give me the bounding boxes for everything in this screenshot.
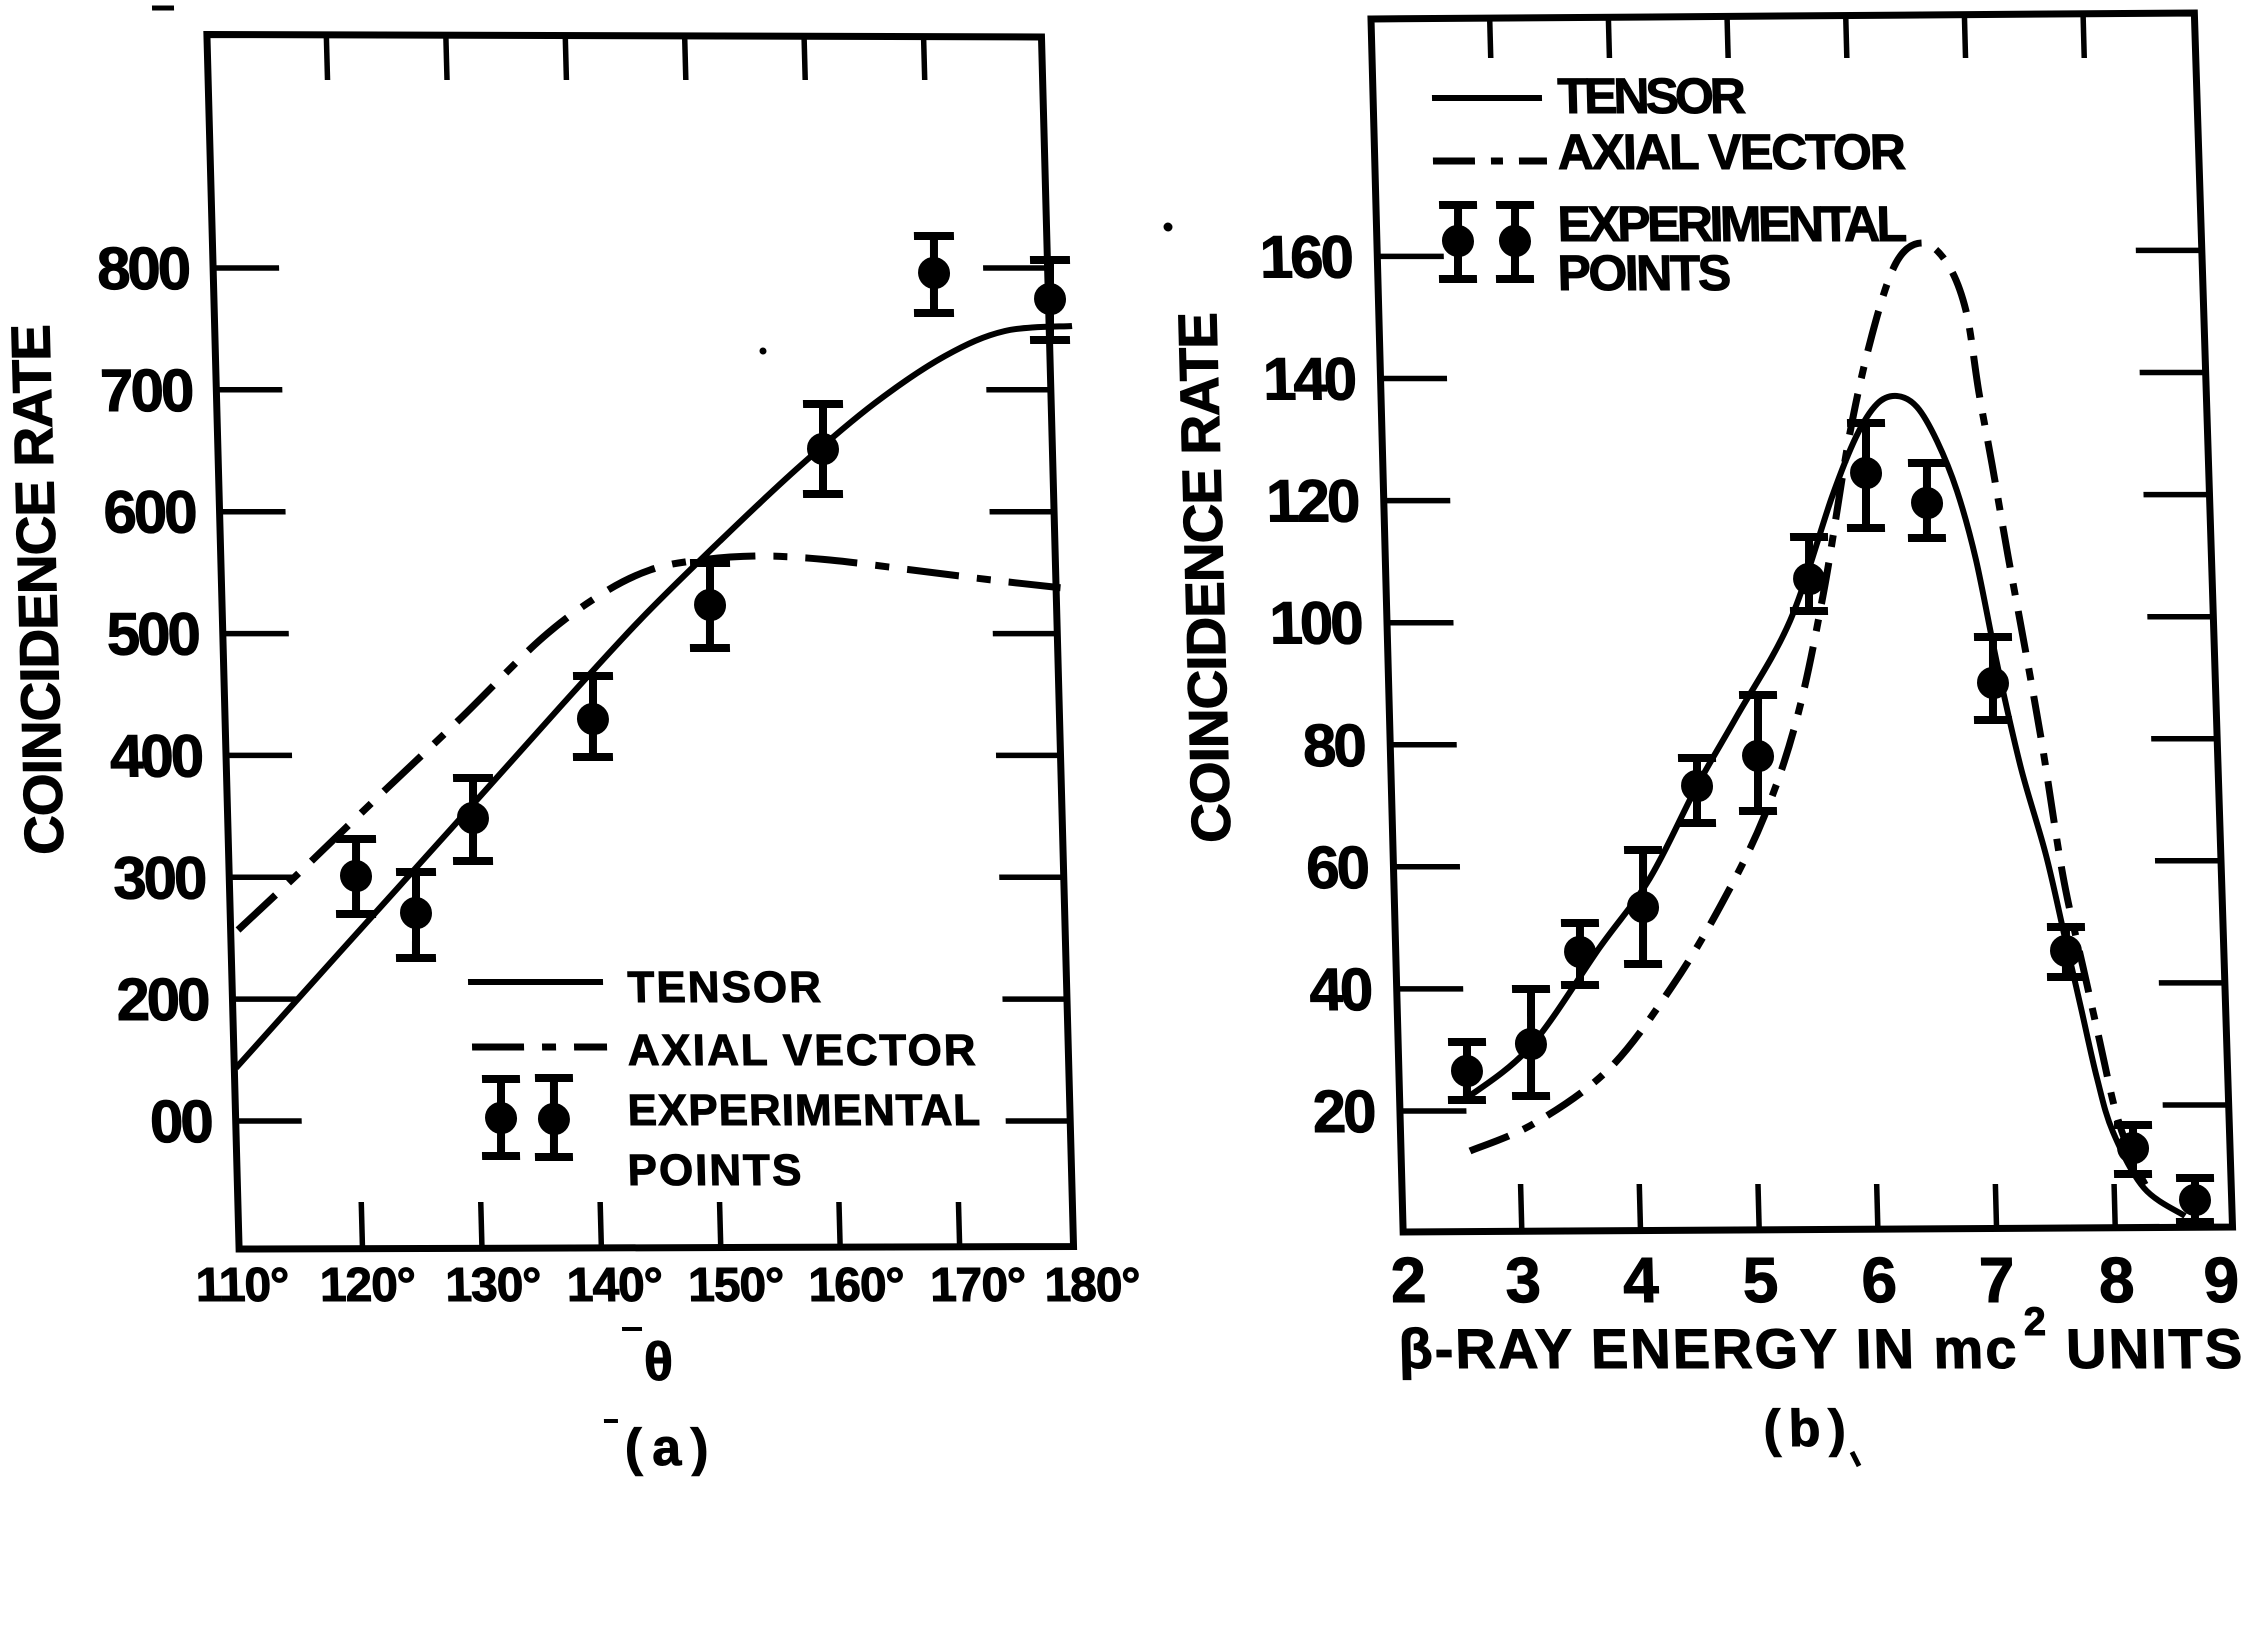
svg-text:180°: 180°	[1044, 1259, 1141, 1312]
svg-text:140: 140	[1262, 346, 1355, 413]
svg-text:(b): (b)	[1763, 1400, 1855, 1458]
svg-text:120: 120	[1265, 468, 1358, 535]
svg-text:170°: 170°	[929, 1259, 1026, 1312]
svg-text:8: 8	[2098, 1244, 2135, 1316]
svg-text:130°: 130°	[445, 1259, 542, 1312]
svg-text:POINTS: POINTS	[1557, 245, 1731, 301]
svg-text:150°: 150°	[687, 1259, 784, 1312]
svg-text:200: 200	[116, 966, 209, 1033]
svg-text:9: 9	[2203, 1244, 2240, 1316]
svg-text:140°: 140°	[566, 1259, 663, 1312]
svg-text:20: 20	[1312, 1078, 1375, 1145]
svg-text:800: 800	[96, 235, 189, 302]
svg-text:400: 400	[109, 722, 202, 789]
svg-text:60: 60	[1305, 834, 1368, 901]
svg-text:00: 00	[149, 1088, 212, 1155]
svg-text:2: 2	[1390, 1244, 1427, 1316]
svg-text:POINTS: POINTS	[627, 1146, 804, 1195]
svg-text:40: 40	[1309, 956, 1372, 1023]
svg-text:500: 500	[106, 601, 199, 668]
svg-text:θ: θ	[643, 1332, 674, 1392]
svg-text:COINCIDENCE RATE: COINCIDENCE RATE	[0, 325, 75, 855]
svg-text:4: 4	[1622, 1244, 1660, 1316]
svg-text:EXPERIMENTAL: EXPERIMENTAL	[627, 1086, 982, 1135]
svg-text:TENSOR: TENSOR	[1557, 68, 1747, 124]
svg-text:160: 160	[1259, 223, 1352, 290]
svg-text:600: 600	[103, 479, 196, 546]
svg-text:EXPERIMENTAL: EXPERIMENTAL	[1557, 196, 1906, 252]
svg-text:5: 5	[1742, 1244, 1779, 1316]
svg-text:3: 3	[1504, 1244, 1541, 1316]
svg-text:160°: 160°	[808, 1259, 905, 1312]
svg-text:100: 100	[1269, 590, 1362, 657]
svg-text:7: 7	[1978, 1244, 2015, 1316]
svg-text:110°: 110°	[195, 1259, 289, 1312]
svg-text:AXIAL VECTOR: AXIAL VECTOR	[627, 1026, 978, 1075]
svg-text:TENSOR: TENSOR	[627, 963, 824, 1012]
svg-text:(a): (a)	[624, 1419, 719, 1477]
svg-text:700: 700	[99, 357, 192, 424]
svg-text:120°: 120°	[319, 1259, 416, 1312]
svg-text:6: 6	[1860, 1244, 1897, 1316]
svg-text:80: 80	[1302, 712, 1365, 779]
svg-text:COINCIDENCE RATE: COINCIDENCE RATE	[1166, 313, 1242, 843]
svg-text:300: 300	[112, 844, 205, 911]
svg-text:AXIAL VECTOR: AXIAL VECTOR	[1557, 124, 1907, 180]
